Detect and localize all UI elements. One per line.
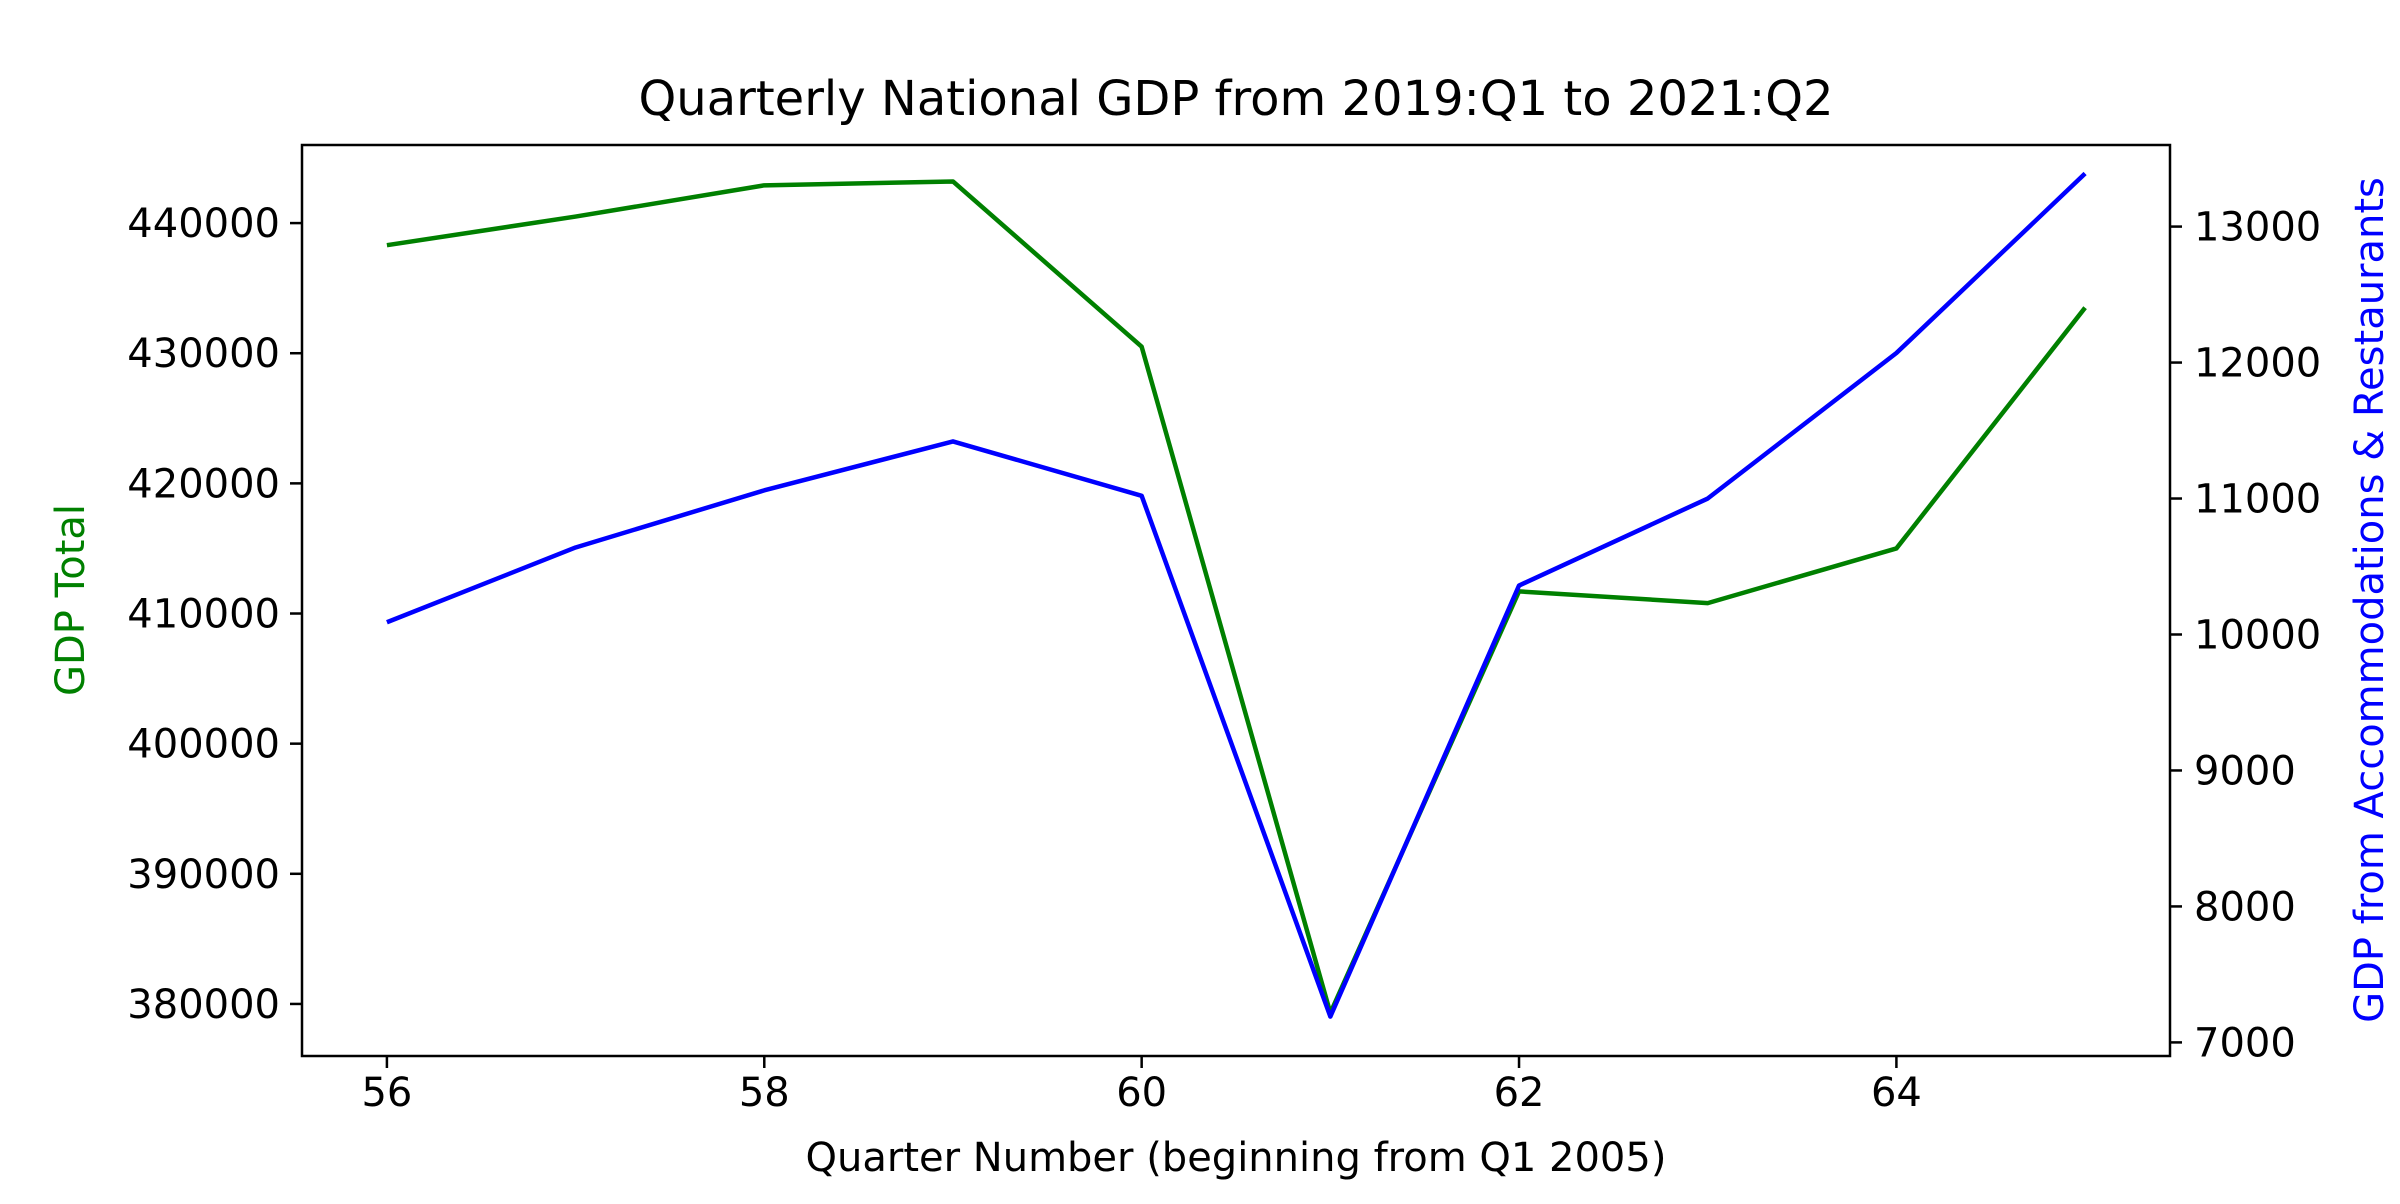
- left-tick-label: 400000: [127, 722, 280, 768]
- x-axis-ticks: 56 58 60 62 64: [361, 1056, 1922, 1116]
- left-tick-label: 440000: [127, 201, 280, 247]
- left-tick-label: 380000: [127, 982, 280, 1028]
- right-tick-label: 12000: [2194, 341, 2321, 387]
- right-tick-label: 10000: [2194, 612, 2321, 658]
- accommodations-restaurants-gdp-line: [386, 171, 2087, 1019]
- x-tick-label: 64: [1871, 1070, 1922, 1116]
- left-tick-label: 410000: [127, 592, 280, 638]
- x-tick-label: 58: [739, 1070, 790, 1116]
- x-tick-label: 60: [1116, 1070, 1167, 1116]
- x-tick-label: 62: [1494, 1070, 1545, 1116]
- series-lines: [386, 171, 2087, 1019]
- gdp-total-line: [386, 179, 2087, 1016]
- x-tick-label: 56: [361, 1070, 412, 1116]
- right-tick-label: 8000: [2194, 884, 2296, 930]
- right-tick-label: 13000: [2194, 205, 2321, 251]
- left-tick-label: 420000: [127, 461, 280, 507]
- left-axis-label: GDP Total: [48, 504, 94, 696]
- left-tick-label: 390000: [127, 852, 280, 898]
- left-tick-label: 430000: [127, 331, 280, 377]
- chart-title: Quarterly National GDP from 2019:Q1 to 2…: [638, 71, 1833, 127]
- left-axis-ticks: 380000 390000 400000 410000 420000 430000 4400…: [127, 201, 302, 1028]
- plot-frame: [300, 143, 2172, 1058]
- right-axis-ticks: 7000 8000 9000 10000 11000 12000 13000: [2170, 205, 2321, 1066]
- right-axis-label: GDP from Accommodations & Restaurants: [2347, 177, 2393, 1023]
- right-tick-label: 7000: [2194, 1020, 2296, 1066]
- x-axis-label: Quarter Number (beginning from Q1 2005): [806, 1135, 1667, 1181]
- right-tick-label: 11000: [2194, 477, 2321, 523]
- right-tick-label: 9000: [2194, 748, 2296, 794]
